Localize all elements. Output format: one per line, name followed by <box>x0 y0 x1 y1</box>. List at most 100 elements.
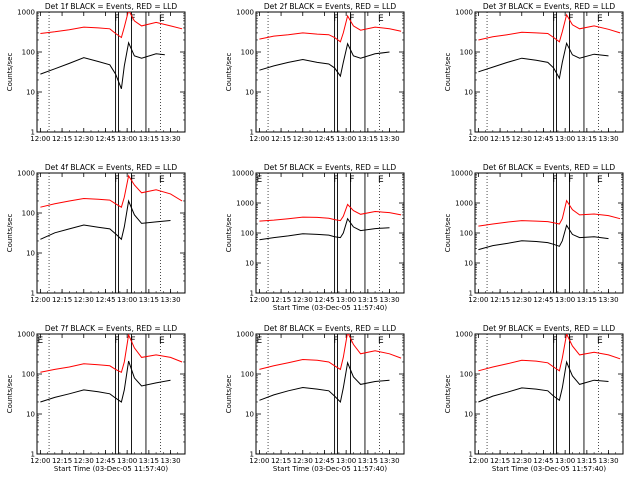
x-tick-label: 12:00 <box>249 296 269 304</box>
y-tick-label: 100 <box>460 49 473 57</box>
x-tick-label: 13:30 <box>598 457 618 465</box>
x-tick-label: 13:00 <box>117 135 137 143</box>
y-axis-label: Counts/sec <box>6 53 14 92</box>
chart-title: Det 4f BLACK = Events, RED = LLD <box>45 163 178 172</box>
region-marker-label: F <box>130 336 135 346</box>
y-tick-label: 1 <box>469 129 473 137</box>
chart-title: Det 6f BLACK = Events, RED = LLD <box>483 163 616 172</box>
x-tick-label: 12:15 <box>490 457 510 465</box>
y-tick-label: 1 <box>469 290 473 298</box>
x-tick-label: 12:15 <box>52 296 72 304</box>
x-tick-label: 12:45 <box>95 457 115 465</box>
y-tick-label: 1000 <box>455 200 473 208</box>
x-tick-label: 12:45 <box>95 296 115 304</box>
region-marker-label: F <box>114 175 119 185</box>
x-tick-label: 13:15 <box>577 296 597 304</box>
y-tick-label: 1 <box>469 451 473 459</box>
y-axis-label: Counts/sec <box>444 53 452 92</box>
region-marker-label: F <box>333 14 338 24</box>
y-tick-label: 10 <box>245 260 254 268</box>
x-tick-label: 12:15 <box>271 457 291 465</box>
x-tick-label: 12:30 <box>293 296 313 304</box>
x-tick-label: 12:00 <box>30 296 50 304</box>
series-line-events <box>478 41 609 80</box>
chart-title: Det 1f BLACK = Events, RED = LLD <box>45 2 178 11</box>
region-marker-label: F <box>568 336 573 346</box>
x-tick-label: 12:30 <box>512 135 532 143</box>
chart-title: Det 7f BLACK = Events, RED = LLD <box>45 324 178 333</box>
x-tick-label: 13:30 <box>160 135 180 143</box>
x-tick-label: 12:00 <box>468 296 488 304</box>
chart-title: Det 5f BLACK = Events, RED = LLD <box>264 163 397 172</box>
x-tick-label: 13:15 <box>139 135 159 143</box>
series-line-events <box>40 41 165 89</box>
chart-panel-4: Det 4f BLACK = Events, RED = LLD 1 10 100 10… <box>6 163 186 304</box>
series-line-events <box>259 217 390 241</box>
y-tick-label: 1000 <box>17 170 35 178</box>
x-tick-label: 13:00 <box>555 296 575 304</box>
x-tick-label: 12:30 <box>74 457 94 465</box>
x-tick-label: 13:15 <box>139 457 159 465</box>
y-tick-label: 1 <box>250 451 254 459</box>
x-tick-label: 12:00 <box>249 457 269 465</box>
x-tick-label: 13:00 <box>117 457 137 465</box>
y-tick-label: 1000 <box>236 9 254 17</box>
series-line-events <box>40 360 171 403</box>
plot-frame <box>36 172 186 294</box>
y-tick-label: 10 <box>245 411 254 419</box>
y-tick-label: 10 <box>464 89 473 97</box>
y-tick-label: 10000 <box>451 170 473 178</box>
y-tick-label: 100 <box>460 230 473 238</box>
y-tick-label: 10 <box>464 411 473 419</box>
y-tick-label: 10 <box>26 250 35 258</box>
y-tick-label: 1000 <box>236 200 254 208</box>
region-marker-label: E <box>257 175 263 185</box>
chart-panel-5: Det 5f BLACK = Events, RED = LLD 1 10 100 10… <box>225 163 405 312</box>
series-line-lld <box>478 13 621 43</box>
x-axis-label: Start Time (03-Dec-05 11:57:40) <box>492 465 606 473</box>
plot-frame <box>255 11 405 133</box>
chart-panel-1: Det 1f BLACK = Events, RED = LLD 1 10 100 10… <box>6 2 186 143</box>
x-tick-label: 13:00 <box>336 135 356 143</box>
region-marker-label: E <box>38 336 44 346</box>
region-marker-label: F <box>333 175 338 185</box>
panels-container: Det 1f BLACK = Events, RED = LLD 1 10 100 10… <box>6 2 624 473</box>
region-marker-label: E <box>378 14 384 24</box>
y-axis-label: Counts/sec <box>444 214 452 253</box>
region-marker-label: F <box>349 14 354 24</box>
y-tick-label: 10 <box>464 260 473 268</box>
plot-frame <box>474 333 624 455</box>
series-line-lld <box>259 14 402 43</box>
x-tick-label: 12:45 <box>95 135 115 143</box>
x-tick-label: 12:45 <box>314 296 334 304</box>
y-axis-label: Counts/sec <box>6 375 14 414</box>
series-line-events <box>478 360 609 403</box>
region-marker-label: F <box>568 14 573 24</box>
x-tick-label: 12:45 <box>533 135 553 143</box>
series-line-lld <box>40 12 183 39</box>
y-tick-label: 1 <box>31 290 35 298</box>
series-line-lld <box>40 334 183 374</box>
x-tick-label: 12:45 <box>533 457 553 465</box>
series-line-events <box>40 199 171 241</box>
region-marker-label: E <box>257 336 263 346</box>
region-marker-label: E <box>159 175 165 185</box>
y-tick-label: 10 <box>245 89 254 97</box>
x-tick-label: 12:45 <box>314 135 334 143</box>
y-tick-label: 10 <box>26 89 35 97</box>
y-tick-label: 1000 <box>455 9 473 17</box>
x-tick-label: 13:15 <box>358 135 378 143</box>
series-line-events <box>259 361 390 404</box>
x-tick-label: 13:00 <box>555 135 575 143</box>
y-tick-label: 1 <box>250 290 254 298</box>
region-marker-label: E <box>159 336 165 346</box>
y-tick-label: 10 <box>26 411 35 419</box>
plot-frame <box>36 11 186 133</box>
series-line-lld <box>40 174 183 208</box>
x-tick-label: 13:30 <box>160 296 180 304</box>
region-marker-label: E <box>597 336 603 346</box>
chart-panel-7: Det 7f BLACK = Events, RED = LLD 1 10 100 10… <box>6 324 186 473</box>
y-tick-label: 1000 <box>17 331 35 339</box>
y-tick-label: 10000 <box>232 170 254 178</box>
